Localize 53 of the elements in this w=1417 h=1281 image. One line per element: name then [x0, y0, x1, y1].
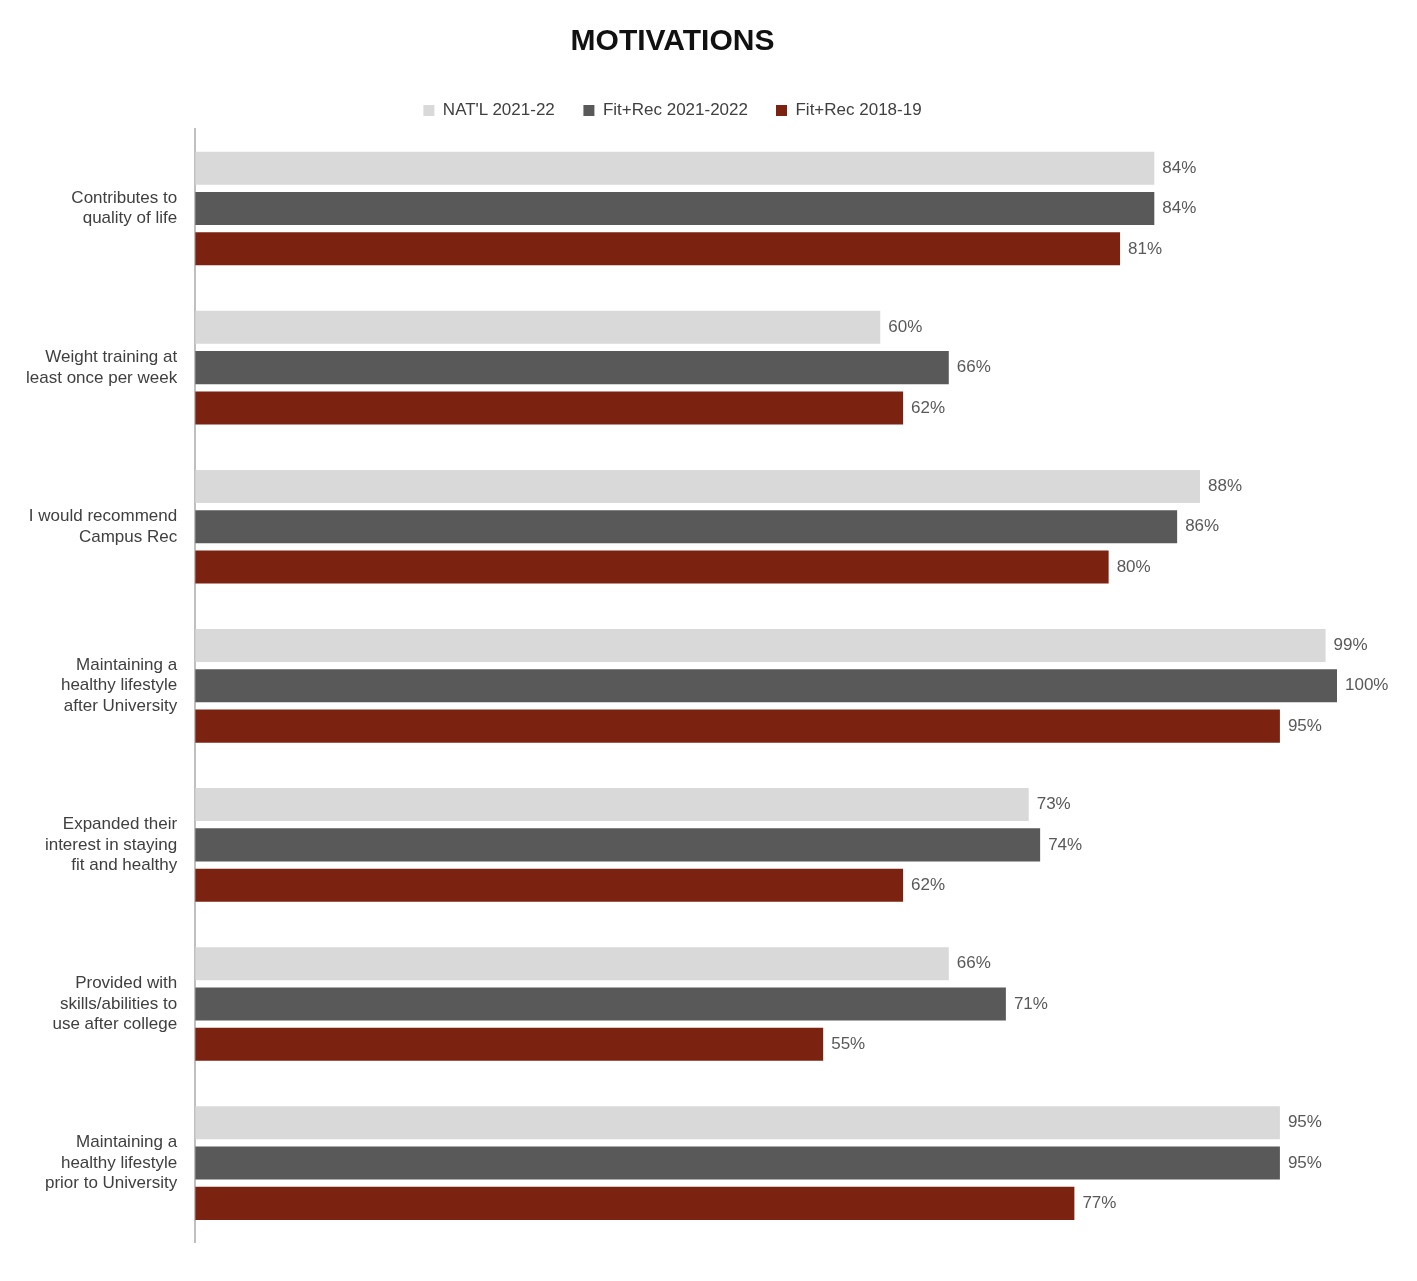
data-label: 62%: [911, 397, 946, 417]
data-label: 86%: [1185, 516, 1220, 536]
bar: [195, 947, 949, 981]
data-label: 80%: [1116, 556, 1151, 576]
data-label: 100%: [1345, 675, 1389, 695]
bar: [195, 1186, 1075, 1220]
data-label: 88%: [1207, 476, 1243, 496]
bar: [195, 1106, 1280, 1140]
bar: [195, 510, 1178, 544]
bar: [195, 391, 904, 425]
legend-label: Fit+Rec 2021-2022: [602, 100, 748, 120]
data-label: 84%: [1162, 198, 1197, 218]
bar: [195, 151, 1155, 185]
bar: [195, 828, 1041, 862]
bar: [195, 1027, 824, 1061]
data-label: 55%: [831, 1033, 866, 1053]
data-label: 81%: [1128, 238, 1163, 258]
data-label: 71%: [1013, 993, 1048, 1013]
bar: [195, 628, 1326, 663]
y-tick-label: Provided with skills/abilities to use after college: [52, 973, 178, 1034]
data-label: 66%: [956, 357, 991, 377]
data-label: 66%: [956, 953, 991, 973]
data-label: 77%: [1082, 1193, 1117, 1213]
data-label: 84%: [1162, 157, 1197, 177]
bar: [195, 1146, 1280, 1180]
data-label: 74%: [1048, 834, 1083, 854]
y-tick-label: Maintaining a healthy lifestyle after University: [60, 655, 178, 715]
data-label: 62%: [911, 874, 946, 894]
y-tick-label: I would recommend Campus Rec: [28, 506, 178, 546]
chart-title: MOTIVATIONS: [570, 23, 775, 57]
bar: [195, 868, 904, 902]
bar: [195, 310, 881, 344]
bar: [195, 669, 1337, 703]
data-label: 73%: [1036, 794, 1071, 814]
bar: [195, 232, 1121, 266]
y-tick-label: Weight training at least once per week: [26, 347, 178, 387]
legend-label: Fit+Rec 2018-19: [795, 100, 922, 120]
bar: [195, 351, 949, 385]
y-tick-label: Expanded their interest in staying fit and healthy: [44, 814, 178, 874]
data-label: 95%: [1287, 1152, 1322, 1172]
data-label: 95%: [1287, 715, 1322, 735]
bar: [195, 709, 1280, 743]
bar: [195, 987, 1006, 1021]
bar: [195, 469, 1200, 503]
data-label: 99%: [1333, 635, 1368, 655]
data-label: 60%: [888, 317, 923, 337]
bar: [195, 788, 1029, 822]
y-tick-label: Maintaining a healthy lifestyle prior to University: [44, 1132, 178, 1193]
bar: [195, 550, 1109, 584]
bar: [195, 192, 1155, 226]
legend-label: NAT'L 2021-22: [442, 100, 555, 120]
data-label: 95%: [1287, 1112, 1322, 1132]
y-tick-label: Contributes to quality of life: [71, 188, 178, 228]
